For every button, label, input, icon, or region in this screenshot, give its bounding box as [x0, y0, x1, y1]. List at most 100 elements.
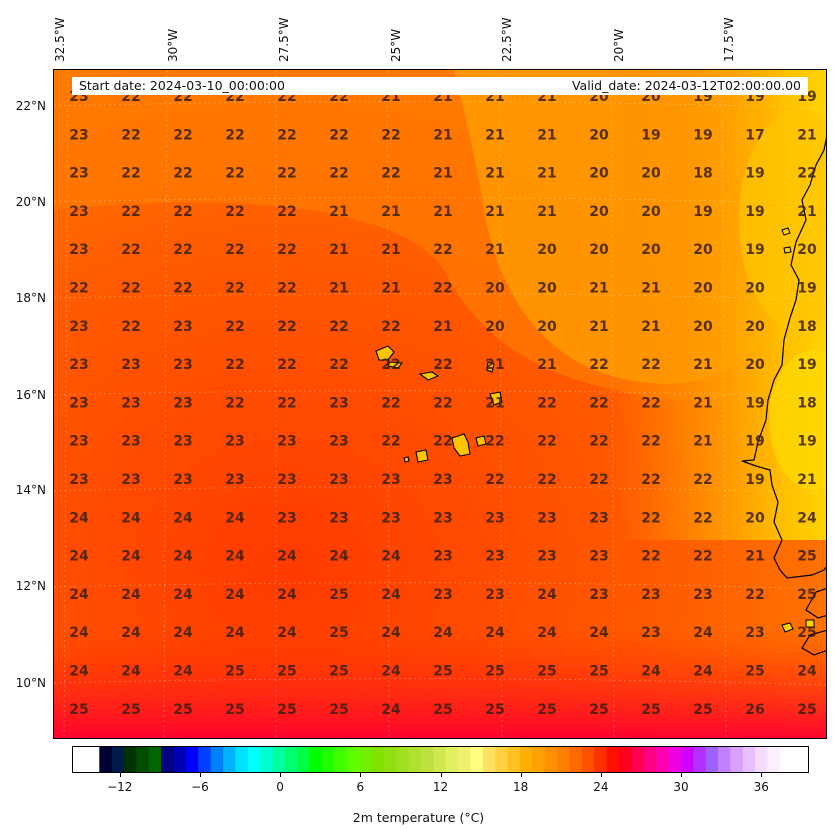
- colorbar-segment: [693, 747, 707, 772]
- temperature-value: 23: [121, 395, 140, 411]
- temperature-value: 24: [277, 625, 297, 641]
- temperature-value: 20: [745, 510, 765, 526]
- temperature-value: 24: [381, 587, 401, 603]
- colorbar-segment: [445, 747, 459, 772]
- temperature-value: 24: [641, 664, 661, 680]
- colorbar-segment: [210, 747, 224, 772]
- temperature-value: 22: [173, 127, 192, 143]
- temperature-value: 24: [329, 549, 349, 565]
- temperature-value: 24: [69, 587, 89, 603]
- temperature-value: 23: [173, 357, 192, 373]
- temperature-value: 21: [485, 127, 504, 143]
- temperature-value: 19: [693, 127, 712, 143]
- colorbar-tickmark: [199, 773, 201, 777]
- colorbar-tickmark: [681, 773, 683, 777]
- temperature-value: 22: [433, 357, 452, 373]
- temperature-value: 24: [381, 625, 401, 641]
- temperature-field-south: [54, 630, 826, 738]
- temperature-value: 20: [537, 242, 557, 258]
- temperature-value: 22: [225, 204, 244, 220]
- colorbar-segment: [223, 747, 236, 772]
- temperature-value: 22: [277, 281, 296, 297]
- latitude-label: 20°N: [15, 195, 46, 209]
- temperature-value: 23: [225, 472, 244, 488]
- temperature-value: 20: [589, 127, 609, 143]
- temperature-value: 22: [693, 510, 712, 526]
- colorbar-segment: [408, 747, 422, 772]
- temperature-labels: 23 22 22 22 22 22 21 21 21 21 20 20 19 19 19 23 22 22 22 22…: [69, 89, 817, 718]
- longitude-label: 17.5°W: [722, 17, 736, 62]
- temperature-value: 21: [537, 357, 556, 373]
- temperature-value: 22: [589, 434, 608, 450]
- colorbar-segment: [520, 747, 533, 772]
- temperature-value: 24: [173, 664, 193, 680]
- temperature-value: 22: [693, 549, 712, 565]
- colorbar-tickmark: [360, 773, 362, 777]
- temperature-value: 23: [329, 510, 348, 526]
- temperature-value: 21: [381, 281, 400, 297]
- latitude-label: 12°N: [15, 579, 46, 593]
- temperature-value: 19: [693, 204, 712, 220]
- temperature-value: 23: [537, 510, 556, 526]
- temperature-value: 22: [173, 204, 192, 220]
- temperature-value: 24: [797, 510, 817, 526]
- temperature-value: 25: [173, 702, 192, 718]
- temperature-value: 20: [745, 319, 765, 335]
- colorbar-segment: [495, 747, 509, 772]
- colorbar-tick-label: −12: [107, 780, 133, 794]
- temperature-value: 22: [641, 510, 660, 526]
- temperature-value: 20: [485, 319, 505, 335]
- temperature-value: 22: [121, 281, 140, 297]
- colorbar-segment: [705, 747, 719, 772]
- temperature-value: 25: [277, 702, 296, 718]
- temperature-value: 22: [537, 434, 556, 450]
- temperature-value: 23: [173, 472, 192, 488]
- colorbar-segment: [383, 747, 397, 772]
- temperature-value: 25: [69, 702, 88, 718]
- temperature-value: 24: [277, 549, 297, 565]
- colorbar-tick-label: 6: [356, 780, 365, 794]
- temperature-value: 20: [641, 204, 661, 220]
- temperature-value: 22: [225, 319, 244, 335]
- colorbar-segment: [247, 747, 261, 772]
- temperature-value: 24: [433, 625, 453, 641]
- temperature-value: 23: [641, 625, 660, 641]
- colorbar-tickmark: [440, 773, 442, 777]
- temperature-value: 22: [329, 127, 348, 143]
- temperature-value: 24: [225, 549, 245, 565]
- temperature-value: 22: [433, 434, 452, 450]
- colorbar-tickmark: [280, 773, 282, 777]
- start-date-label: Start date: 2024-03-10_00:00:00: [79, 78, 285, 93]
- temperature-value: 24: [537, 625, 557, 641]
- temperature-map-canvas: 23 22 22 22 22 22 21 21 21 21 20 20 19 19 19 23 22 22 22 22…: [54, 70, 826, 738]
- temperature-value: 22: [121, 319, 140, 335]
- temperature-value: 25: [329, 625, 348, 641]
- temperature-value: 21: [433, 319, 452, 335]
- temperature-value: 24: [69, 510, 89, 526]
- colorbar-segment: [173, 747, 187, 772]
- colorbar-segment: [458, 747, 471, 772]
- colorbar-segment: [396, 747, 410, 772]
- temperature-value: 18: [797, 395, 816, 411]
- temperature-value: 21: [641, 281, 660, 297]
- temperature-value: 22: [277, 242, 296, 258]
- island-sao-nicolau: [418, 371, 440, 381]
- temperature-value: 24: [173, 587, 193, 603]
- colorbar-segment: [346, 747, 360, 772]
- temperature-value: 21: [745, 549, 764, 565]
- temperature-value: 22: [225, 357, 244, 373]
- colorbar-segment: [309, 747, 323, 772]
- island-santo-antao: [375, 345, 395, 361]
- temperature-value: 22: [173, 281, 192, 297]
- temperature-value: 21: [693, 357, 712, 373]
- temperature-value: 23: [433, 549, 452, 565]
- temperature-value: 22: [329, 319, 348, 335]
- temperature-value: 23: [433, 472, 452, 488]
- colorbar-segment: [482, 747, 496, 772]
- colorbar-segment: [272, 747, 286, 772]
- colorbar-tick-label: 18: [513, 780, 529, 794]
- temperature-value: 23: [173, 434, 192, 450]
- temperature-value: 22: [121, 127, 140, 143]
- temperature-value: 22: [641, 549, 660, 565]
- temperature-value: 20: [641, 166, 661, 182]
